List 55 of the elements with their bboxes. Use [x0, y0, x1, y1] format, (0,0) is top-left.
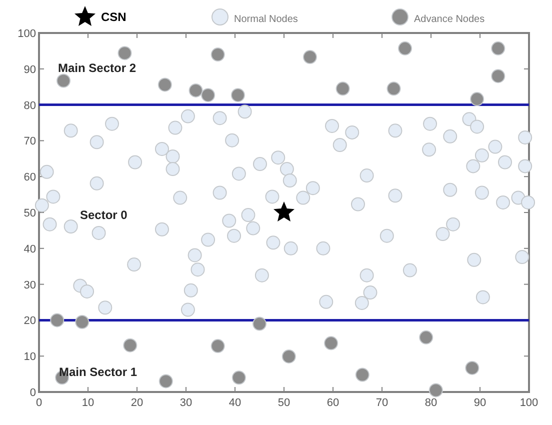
y-tick-label: 40 — [24, 243, 36, 256]
point — [491, 41, 506, 56]
point — [282, 349, 296, 364]
point — [465, 360, 480, 375]
point — [158, 78, 172, 92]
annotation: Sector 0 — [80, 208, 128, 222]
point — [158, 374, 173, 388]
x-tick-label: 70 — [376, 397, 388, 409]
annotation: Main Sector 1 — [59, 365, 138, 379]
x-tick-label: 50 — [278, 397, 290, 409]
legend-label: Normal Nodes — [234, 14, 298, 25]
y-tick-label: 50 — [24, 208, 36, 220]
point — [428, 383, 443, 398]
point — [118, 46, 132, 60]
annotation: Main Sector 2 — [58, 61, 136, 75]
x-tick-label: 90 — [474, 397, 486, 409]
point — [336, 82, 350, 96]
point — [419, 330, 434, 344]
x-tick-label: 40 — [228, 397, 242, 409]
y-tick-label: 90 — [24, 64, 36, 76]
point — [491, 69, 506, 84]
point — [324, 336, 338, 350]
x-tick-label: 100 — [520, 397, 538, 409]
point — [210, 48, 225, 62]
point — [210, 339, 225, 354]
point — [355, 368, 370, 382]
y-tick-label: 70 — [24, 136, 36, 148]
x-tick-label: 80 — [424, 397, 438, 409]
point — [398, 41, 412, 56]
y-tick-label: 60 — [24, 172, 36, 184]
y-tick-label: 100 — [18, 28, 36, 40]
point — [470, 92, 484, 106]
point — [75, 314, 90, 329]
point — [123, 338, 138, 352]
point — [56, 74, 70, 88]
x-tick-label: 10 — [82, 397, 94, 409]
x-tick-label: 60 — [326, 397, 340, 409]
x-tick-label: 30 — [180, 397, 192, 409]
point — [201, 88, 216, 102]
point — [50, 313, 64, 328]
y-tick-label: 80 — [24, 100, 36, 112]
point — [232, 370, 246, 385]
y-tick-label: 10 — [24, 351, 36, 364]
y-tick-label: 20 — [24, 315, 36, 328]
legend-label: CSN — [101, 10, 126, 24]
point — [273, 201, 295, 222]
point — [252, 316, 266, 331]
point — [302, 50, 317, 64]
point — [188, 83, 203, 98]
legend-label: Advance Nodes — [414, 14, 485, 25]
point — [230, 88, 245, 102]
y-tick-label: 0 — [30, 387, 36, 399]
y-tick-label: 30 — [24, 279, 36, 292]
x-tick-label: 20 — [130, 397, 144, 409]
point — [386, 82, 401, 96]
